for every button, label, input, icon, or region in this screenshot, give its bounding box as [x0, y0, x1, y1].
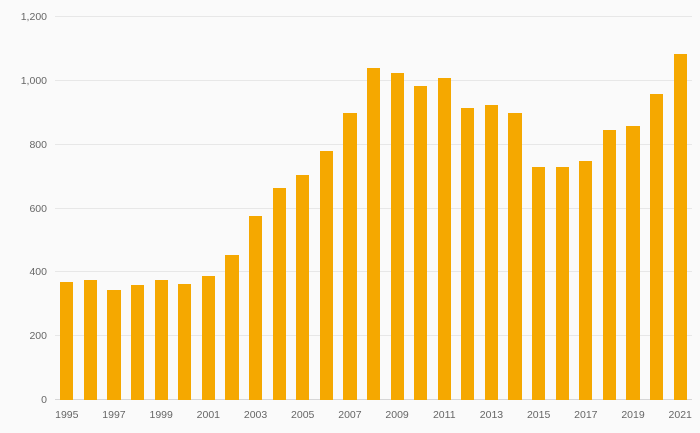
bar-column: [102, 17, 126, 400]
bar-column: [456, 17, 480, 400]
bar-2009[interactable]: [390, 72, 404, 400]
x-tick-label: 2007: [338, 409, 362, 421]
bar-column: [385, 17, 409, 400]
x-tick-label: 1997: [102, 409, 126, 421]
bar-2021[interactable]: [673, 53, 687, 400]
bar-2000[interactable]: [178, 283, 192, 400]
x-axis: 1995 1997 1999 2001 2003 2005 2007 2009 2011 2013…: [55, 405, 692, 425]
y-tick-label: 1,200: [20, 11, 47, 23]
bar-2001[interactable]: [201, 275, 215, 400]
x-tick-label: 2009: [385, 409, 409, 421]
bar-2007[interactable]: [343, 112, 357, 400]
bar-column: [79, 17, 103, 400]
x-tick-label: 2017: [574, 409, 598, 421]
bar-2005[interactable]: [296, 175, 310, 400]
bar-2010[interactable]: [414, 85, 428, 400]
bar-2006[interactable]: [319, 151, 333, 400]
bar-column: [220, 17, 244, 400]
bar-column: [173, 17, 197, 400]
y-tick-label: 0: [41, 394, 47, 406]
bar-2020[interactable]: [650, 93, 664, 400]
bar-2012[interactable]: [461, 107, 475, 400]
bar-2013[interactable]: [484, 104, 499, 400]
y-tick-label: 1,000: [20, 74, 47, 87]
y-tick-label: 800: [29, 138, 47, 151]
bar-2003[interactable]: [248, 216, 263, 400]
bar-column: [267, 17, 291, 400]
y-tick-label: 600: [29, 202, 47, 215]
bar-1997[interactable]: [107, 289, 121, 400]
bar-column: [409, 17, 433, 400]
bar-column: [315, 17, 339, 400]
bar-column: [550, 17, 574, 400]
bar-1996[interactable]: [83, 280, 97, 400]
x-tick-label: 2003: [243, 409, 268, 421]
bar-column: [149, 17, 173, 400]
bar-column: [362, 17, 386, 400]
bar-2016[interactable]: [555, 167, 569, 400]
bar-2011[interactable]: [437, 77, 451, 400]
y-tick-label: 200: [29, 330, 47, 343]
y-axis: 0 200 400 600 800 1,000 1,200: [0, 11, 47, 406]
y-tick-label: 400: [29, 266, 47, 279]
bar-column: [503, 17, 527, 400]
bar-column: [668, 17, 692, 400]
bar-column: [480, 17, 504, 400]
x-tick-label: 2001: [196, 409, 221, 421]
x-tick-label: 2005: [291, 409, 315, 421]
x-tick-label: 2019: [621, 409, 645, 421]
bar-column: [244, 17, 268, 400]
bar-2017[interactable]: [579, 160, 593, 400]
plot-area: [55, 16, 692, 400]
gridline: [55, 16, 692, 17]
bar-column: [338, 17, 362, 400]
bar-column: [645, 17, 669, 400]
x-tick-label: 2013: [479, 409, 504, 421]
bar-2002[interactable]: [225, 254, 239, 400]
bar-column: [197, 17, 221, 400]
bar-column: [621, 17, 645, 400]
bar-2008[interactable]: [366, 68, 381, 400]
bar-column: [433, 17, 457, 400]
bar-2019[interactable]: [626, 125, 640, 400]
bar-column: [527, 17, 551, 400]
bar-2004[interactable]: [272, 187, 286, 400]
bar-1999[interactable]: [154, 280, 168, 400]
bar-column: [55, 17, 79, 400]
bar-column: [598, 17, 622, 400]
bar-2014[interactable]: [508, 112, 522, 400]
bar-column: [574, 17, 598, 400]
bars-container: [55, 17, 692, 400]
x-tick-label: 2011: [432, 409, 456, 421]
bar-2015[interactable]: [532, 167, 546, 400]
x-tick-label: 1999: [149, 409, 173, 421]
bar-1995[interactable]: [60, 281, 74, 400]
bar-2018[interactable]: [602, 130, 617, 400]
x-tick-label: 1995: [55, 409, 79, 421]
bar-column: [126, 17, 150, 400]
bar-1998[interactable]: [130, 285, 145, 400]
x-tick-label: 2015: [526, 409, 551, 421]
x-tick-label: 2021: [668, 409, 692, 421]
bar-column: [291, 17, 315, 400]
